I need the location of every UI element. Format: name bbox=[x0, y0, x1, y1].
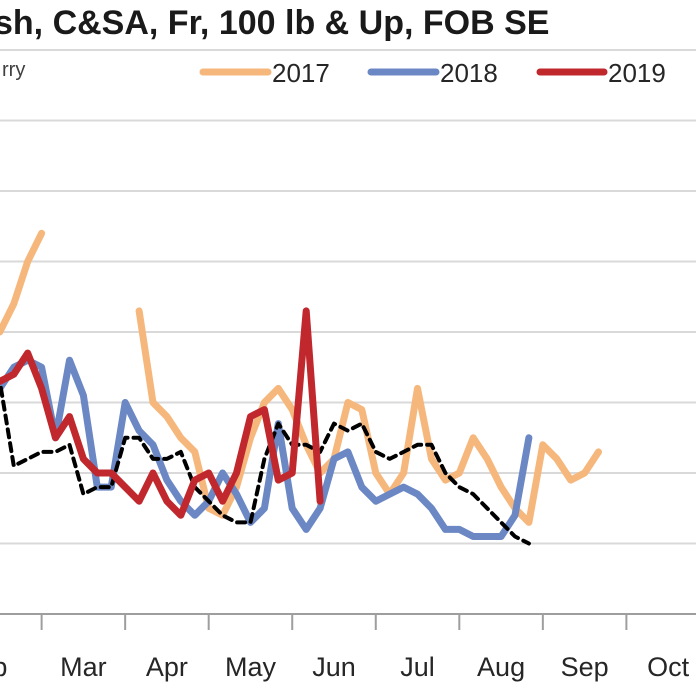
chart-title: sh, C&SA, Fr, 100 lb & Up, FOB SE bbox=[0, 4, 549, 42]
legend: 2017 2018 2019 bbox=[199, 58, 666, 88]
x-tick-label: Apr bbox=[146, 652, 188, 682]
x-tick-label: Oct bbox=[647, 652, 690, 682]
x-tick-label: Sep bbox=[561, 652, 609, 682]
legend-label-2018: 2018 bbox=[440, 58, 498, 88]
legend-label-2019: 2019 bbox=[608, 58, 666, 88]
x-tick-label: Aug bbox=[477, 652, 525, 682]
x-axis-ticks bbox=[40, 614, 628, 630]
series-line-average bbox=[0, 379, 531, 546]
legend-label-2017: 2017 bbox=[272, 58, 330, 88]
x-axis-labels: b Mar Apr May Jun Jul Aug Sep Oct bbox=[0, 652, 690, 682]
x-tick-label: Mar bbox=[60, 652, 107, 682]
x-tick-label: Jun bbox=[312, 652, 356, 682]
chart-subtitle: rry bbox=[2, 59, 25, 81]
series-line-2019 bbox=[0, 307, 324, 519]
x-tick-label: b bbox=[0, 652, 7, 682]
series-line-2017 bbox=[0, 229, 46, 336]
x-tick-label: May bbox=[225, 652, 277, 682]
series-layer bbox=[0, 229, 602, 546]
x-tick-label: Jul bbox=[400, 652, 435, 682]
grid-lines bbox=[0, 49, 696, 545]
